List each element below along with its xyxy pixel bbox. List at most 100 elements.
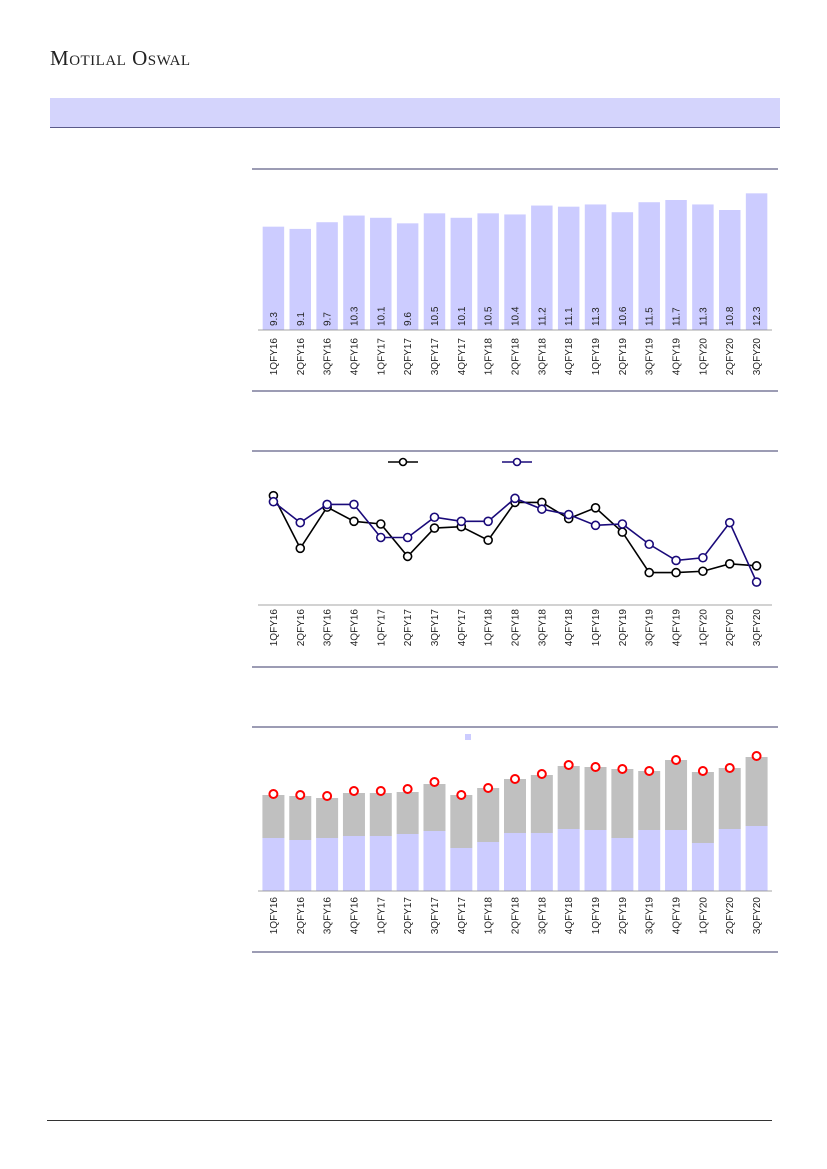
stacked-bar-segment	[691, 772, 714, 843]
x-tick-label: 3QFY19	[645, 609, 656, 647]
x-tick-label: 1QFY19	[591, 609, 602, 647]
x-tick-label: 3QFY18	[537, 609, 548, 647]
data-point	[429, 512, 440, 523]
data-point	[349, 499, 359, 510]
overlay-point	[295, 790, 306, 800]
x-tick-label: 4QFY16	[349, 897, 360, 935]
data-point	[751, 577, 762, 587]
x-tick-label: 4QFY19	[672, 609, 683, 647]
bar	[745, 193, 768, 330]
overlay-point	[617, 764, 628, 774]
bar	[316, 222, 338, 330]
x-tick-label: 3QFY20	[752, 338, 763, 376]
x-tick-label: 1QFY16	[269, 338, 280, 376]
data-point	[322, 499, 332, 510]
data-point	[429, 523, 440, 533]
data-point	[724, 517, 735, 528]
x-tick-label: 3QFY20	[752, 897, 763, 935]
x-tick-label: 2QFY20	[725, 897, 736, 935]
stacked-bar-segment	[477, 842, 500, 891]
x-tick-label: 2QFY17	[403, 897, 414, 935]
x-tick-label: 2QFY18	[511, 609, 522, 647]
bar	[692, 204, 714, 330]
data-point	[349, 516, 359, 527]
data-point	[510, 493, 520, 504]
data-point	[295, 517, 306, 528]
x-tick-label: 2QFY18	[511, 338, 522, 376]
overlay-point	[375, 786, 386, 796]
data-label: 10.5	[484, 306, 495, 326]
x-tick-label: 1QFY19	[591, 338, 602, 376]
stacked-bar-segment	[503, 779, 527, 833]
overlay-point	[644, 766, 655, 776]
x-tick-label: 1QFY20	[698, 897, 709, 935]
overlay-point	[563, 760, 574, 770]
overlay-point	[671, 755, 682, 765]
data-point	[617, 519, 628, 529]
stacked-bar-segment	[262, 838, 285, 891]
x-tick-label: 2QFY20	[725, 338, 736, 376]
overlay-point	[322, 791, 333, 801]
x-tick-label: 2QFY19	[618, 897, 629, 935]
x-tick-label: 1QFY19	[591, 897, 602, 935]
stacked-bar-segment	[477, 788, 500, 842]
x-tick-label: 2QFY17	[403, 338, 414, 376]
bar	[719, 210, 741, 330]
x-tick-label: 3QFY18	[537, 897, 548, 935]
x-tick-label: 3QFY20	[752, 609, 763, 647]
overlay-point	[348, 786, 359, 796]
x-tick-label: 1QFY20	[698, 338, 709, 376]
data-label: 10.3	[349, 306, 360, 326]
stacked-bar-segment	[289, 796, 312, 840]
x-tick-label: 1QFY18	[484, 897, 495, 935]
data-label: 11.1	[564, 307, 575, 326]
stacked-bar-segment	[611, 769, 634, 838]
series-line	[272, 497, 758, 583]
x-tick-label: 3QFY16	[323, 338, 334, 376]
data-point	[563, 509, 574, 520]
bar	[504, 214, 526, 330]
data-label: 11.5	[645, 307, 656, 326]
data-point	[698, 566, 708, 577]
x-tick-label: 1QFY17	[376, 609, 387, 647]
bar	[584, 204, 607, 330]
x-tick-label: 3QFY17	[430, 609, 441, 647]
x-tick-label: 1QFY20	[698, 609, 709, 647]
data-point	[295, 543, 306, 554]
x-tick-label: 2QFY19	[618, 338, 629, 376]
x-tick-label: 3QFY19	[645, 897, 656, 935]
stacked-bar-segment	[342, 793, 365, 836]
legend-marker	[398, 457, 408, 467]
data-point	[402, 532, 413, 543]
x-tick-label: 4QFY19	[672, 338, 683, 376]
data-point	[268, 496, 279, 507]
x-tick-label: 3QFY19	[645, 338, 656, 376]
section-title-band	[50, 98, 780, 128]
x-tick-label: 4QFY18	[564, 609, 575, 647]
x-tick-label: 1QFY18	[484, 338, 495, 376]
logo-text: MOTILAL OSWAL	[50, 46, 191, 70]
data-label: 9.3	[269, 312, 280, 326]
footer-divider	[47, 1120, 772, 1121]
stacked-bar-segment	[638, 771, 661, 830]
data-point	[537, 504, 547, 514]
bar	[665, 200, 687, 330]
stacked-bar-segment	[423, 784, 446, 831]
x-tick-label: 1QFY16	[269, 609, 280, 647]
stacked-bar-segment	[665, 830, 688, 891]
x-tick-label: 1QFY16	[269, 897, 280, 935]
bar	[370, 217, 392, 330]
bar	[611, 212, 634, 330]
x-tick-label: 2QFY16	[296, 897, 307, 935]
x-tick-label: 4QFY18	[564, 897, 575, 935]
data-point	[375, 519, 386, 529]
data-point	[402, 551, 413, 562]
data-label: 11.2	[537, 307, 548, 326]
chart-2: 1QFY16 2QFY16 3QFY16 4QFY16 1QFY17 2QFY17 3QFY…	[252, 450, 778, 668]
legend-marker	[512, 457, 522, 467]
x-tick-label: 1QFY17	[376, 338, 387, 376]
x-tick-label: 3QFY16	[323, 609, 334, 647]
data-point	[644, 567, 655, 578]
x-tick-label: 2QFY20	[725, 609, 736, 647]
data-label: 11.3	[591, 307, 602, 326]
